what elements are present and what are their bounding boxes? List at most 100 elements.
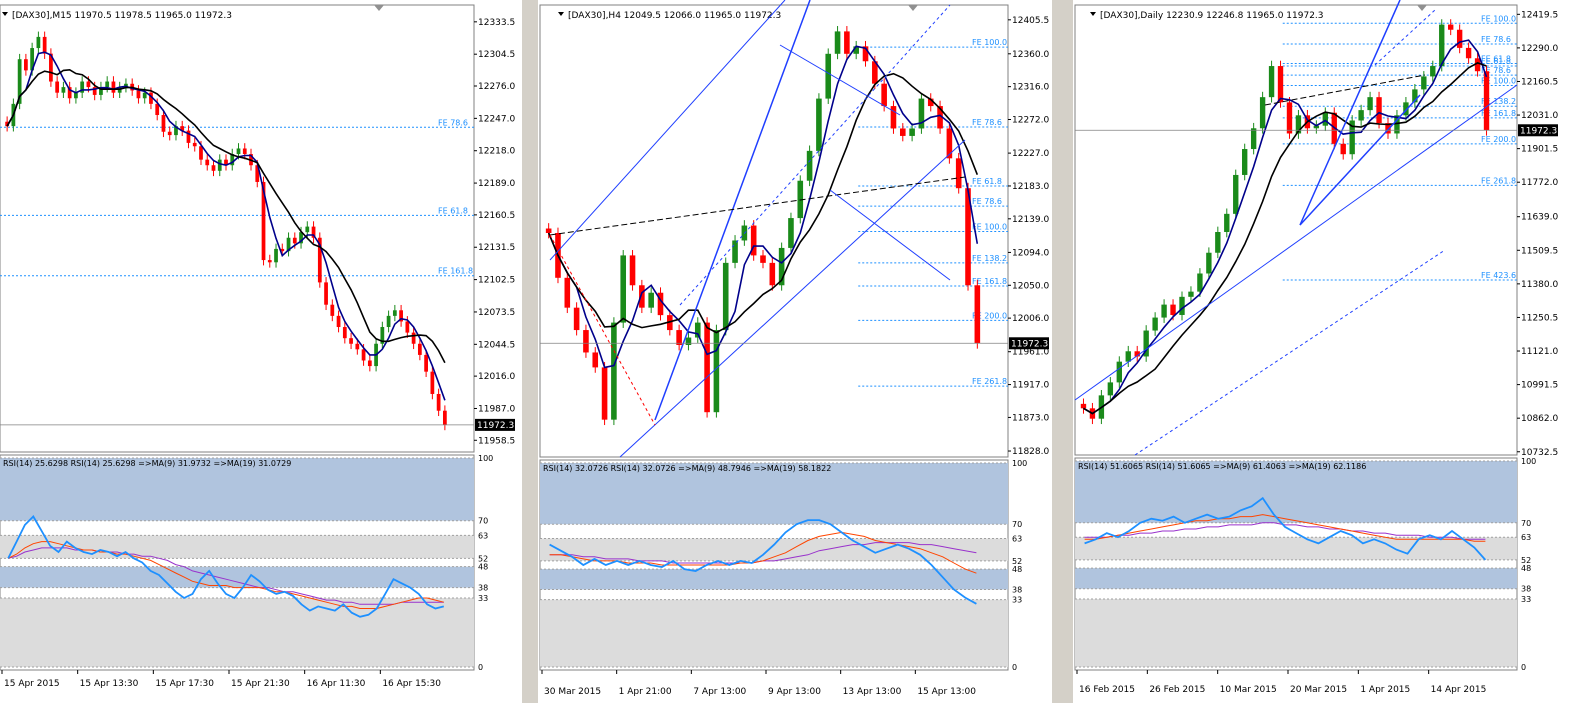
time-tick-label: 26 Feb 2015: [1149, 685, 1205, 695]
candle-body: [564, 277, 571, 308]
fib-levels: FE 78.6 FE 61.8 FE 161.8: [0, 118, 474, 277]
candle: [1116, 356, 1122, 388]
candle: [974, 279, 981, 349]
fib-label: FE 161.8: [972, 277, 1007, 286]
candle: [67, 81, 72, 104]
fib-label: FE 100.0: [1481, 14, 1516, 23]
candle: [1277, 60, 1284, 108]
candle: [1474, 52, 1481, 77]
candle: [161, 109, 166, 138]
candle-body: [825, 53, 832, 99]
candle-body: [583, 330, 589, 353]
rsi-ma19-line: [1084, 522, 1486, 540]
channel-line: [549, 176, 966, 236]
candle-body: [361, 349, 366, 361]
candle-body: [1143, 330, 1149, 357]
candle: [685, 332, 692, 351]
candle-body: [713, 330, 720, 413]
candle-body: [111, 81, 116, 93]
candle: [778, 242, 785, 291]
rsi-level-label: 48: [478, 563, 488, 572]
candle: [392, 304, 397, 322]
price-tick-label: 11509.5: [1521, 246, 1558, 256]
channel-line: [779, 44, 901, 116]
price-tick-label: 12227.0: [1012, 149, 1049, 159]
candle-body: [380, 327, 385, 344]
candle-body: [292, 237, 297, 244]
channel-line: [549, 0, 786, 261]
candle: [1152, 312, 1158, 336]
time-axis: 15 Apr 2015 15 Apr 13:30 15 Apr 17:30 15 Ap…: [1, 670, 441, 689]
candle-body: [657, 292, 664, 316]
candle: [722, 257, 729, 336]
candle: [230, 148, 235, 171]
candle: [1349, 115, 1355, 160]
candle-body: [36, 36, 41, 49]
candle-body: [286, 237, 291, 252]
candle: [36, 31, 41, 54]
fib-label: FE 200.0: [1481, 135, 1516, 144]
candle: [965, 182, 971, 291]
candle-body: [1385, 123, 1391, 134]
candle: [825, 48, 832, 104]
candle: [424, 349, 428, 377]
candle: [124, 78, 128, 93]
time-tick-label: 15 Apr 17:30: [155, 679, 214, 689]
candle: [694, 317, 701, 343]
dropdown-triangle-icon[interactable]: [2, 12, 8, 16]
rsi-oversold-zone: [0, 598, 474, 667]
price-tick-label: 11639.0: [1521, 213, 1558, 223]
current-price-tag: 11972.3: [1009, 337, 1049, 350]
candle-body: [1456, 29, 1463, 48]
candle: [1161, 299, 1167, 323]
price-tick-label: 12316.0: [1012, 83, 1049, 93]
fib-label: FE 138.2: [1481, 97, 1516, 106]
candle-body: [1412, 89, 1418, 103]
candle: [186, 125, 191, 149]
candle-body: [236, 148, 241, 155]
price-tick-label: 10991.5: [1521, 381, 1558, 391]
candle: [174, 120, 178, 141]
candle: [1250, 122, 1257, 155]
candle: [1483, 65, 1490, 136]
candle: [1448, 19, 1454, 36]
fib-label: FE 61.8: [438, 206, 468, 215]
candle-body: [230, 154, 235, 166]
panel-separator: [522, 0, 538, 703]
candle: [545, 223, 552, 239]
rsi-level-label: 52: [1012, 557, 1022, 566]
candle: [1134, 345, 1140, 362]
price-tick-label: 12419.5: [1521, 10, 1558, 20]
candle: [844, 26, 850, 60]
price-tick-label: 11828.0: [1012, 447, 1049, 457]
candle: [946, 123, 953, 164]
chart-title: [DAX30],Daily 12230.9 12246.8 11965.0 11…: [1100, 11, 1324, 21]
dropdown-triangle-icon[interactable]: [558, 12, 564, 16]
candle-body: [1286, 102, 1293, 134]
candle-body: [1179, 296, 1185, 315]
candle-body: [955, 158, 962, 189]
candle: [1143, 325, 1149, 362]
candle: [797, 175, 804, 224]
fib-label: FE 61.8: [1481, 57, 1511, 66]
candle: [136, 85, 141, 104]
candle: [750, 220, 757, 261]
candle: [430, 366, 435, 400]
candle-body: [620, 255, 627, 323]
candle-body: [5, 121, 10, 127]
price-tick-label: 12016.0: [478, 372, 515, 382]
rsi-level-label: 0: [478, 663, 483, 672]
candle-body: [155, 103, 160, 116]
candle-body: [1107, 382, 1114, 396]
candle-body: [442, 410, 447, 425]
dropdown-triangle-icon[interactable]: [1090, 12, 1096, 16]
price-tick-label: 11917.0: [1012, 381, 1049, 391]
candle-body: [1430, 66, 1436, 77]
candle: [732, 235, 738, 269]
fib-label: FE 61.8: [1481, 54, 1511, 63]
candle: [1224, 208, 1230, 238]
candle-body: [1250, 128, 1257, 150]
fib-label: FE 100.0: [1481, 76, 1516, 85]
candle-body: [311, 226, 316, 238]
